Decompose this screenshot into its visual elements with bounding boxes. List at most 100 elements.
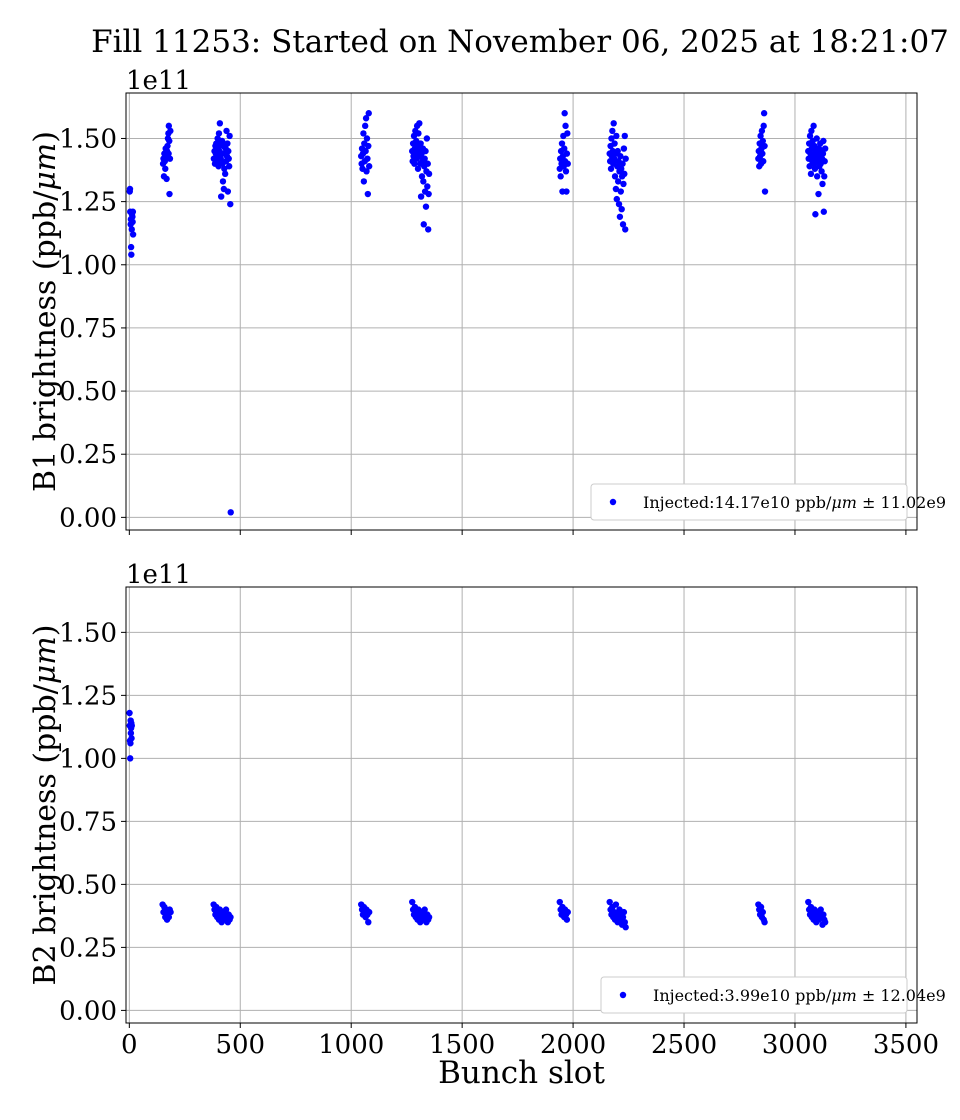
data-point bbox=[620, 145, 628, 152]
data-point bbox=[362, 115, 370, 122]
data-point bbox=[617, 152, 624, 160]
data-point bbox=[128, 735, 135, 742]
data-point bbox=[564, 130, 571, 137]
data-point bbox=[167, 127, 174, 135]
data-point bbox=[165, 122, 173, 130]
data-point bbox=[613, 195, 620, 203]
data-point bbox=[216, 120, 224, 127]
data-point bbox=[821, 158, 828, 165]
data-point bbox=[819, 150, 827, 157]
x-tick-label: 2000 bbox=[540, 1030, 606, 1060]
data-point bbox=[805, 898, 812, 906]
y-tick-label: 0.00 bbox=[59, 503, 117, 533]
data-point bbox=[365, 908, 373, 916]
data-point bbox=[129, 231, 137, 238]
y-tick-label: 0.25 bbox=[59, 440, 117, 470]
data-point bbox=[614, 147, 621, 155]
data-point bbox=[223, 127, 230, 135]
data-point bbox=[757, 132, 764, 140]
y-tick-label: 1.00 bbox=[59, 744, 117, 774]
legend: Injected:14.17e10 ppb/μm ± 11.02e9 bbox=[590, 483, 946, 521]
data-point bbox=[810, 122, 817, 130]
data-point bbox=[365, 110, 372, 117]
x-tick-label: 0 bbox=[121, 1030, 138, 1060]
y-tick-label: 1.25 bbox=[59, 188, 117, 218]
data-point bbox=[813, 173, 821, 180]
data-point bbox=[621, 132, 628, 140]
data-point bbox=[424, 160, 431, 167]
plot-frame bbox=[125, 92, 918, 531]
data-point bbox=[610, 120, 617, 127]
legend: Injected:3.99e10 ppb/μm ± 12.04e9 bbox=[600, 976, 946, 1014]
data-point bbox=[557, 173, 564, 180]
legend-label: Injected:3.99e10 ppb/μm ± 12.04e9 bbox=[653, 986, 946, 1005]
data-point bbox=[225, 147, 232, 155]
data-point bbox=[761, 188, 769, 195]
data-point bbox=[167, 908, 174, 916]
top-panel: 0.00 0.25 0.50 0.75 1.00 1.25 1.50 1e11 B1 brigh… bbox=[28, 66, 946, 535]
data-point bbox=[417, 193, 425, 200]
data-point bbox=[622, 226, 629, 233]
legend-label: Injected:14.17e10 ppb/μm ± 11.02e9 bbox=[643, 493, 946, 512]
data-point bbox=[614, 178, 622, 185]
data-point bbox=[421, 155, 428, 162]
data-point bbox=[613, 132, 620, 140]
x-tick-label: 2500 bbox=[651, 1030, 717, 1060]
data-point bbox=[760, 158, 767, 165]
y-tick-label: 0.00 bbox=[59, 996, 117, 1026]
data-point bbox=[758, 127, 766, 135]
data-point bbox=[761, 918, 768, 926]
data-point bbox=[606, 898, 613, 906]
data-point bbox=[224, 188, 232, 195]
data-point bbox=[815, 190, 822, 198]
data-point bbox=[128, 226, 135, 233]
data-point bbox=[360, 130, 367, 137]
data-point bbox=[421, 906, 428, 913]
data-point bbox=[416, 120, 423, 127]
data-point bbox=[411, 160, 418, 167]
y-axis-label-text: B2 brightness (ppb/ bbox=[28, 683, 63, 985]
data-point bbox=[166, 155, 174, 162]
data-point bbox=[821, 145, 829, 152]
data-point bbox=[611, 140, 618, 147]
data-point bbox=[612, 901, 620, 908]
x-axis-label: Bunch slot bbox=[438, 1055, 605, 1091]
data-point bbox=[760, 110, 768, 117]
data-point bbox=[415, 130, 422, 137]
x-tick-label: 3500 bbox=[873, 1030, 939, 1060]
y-tick-label: 1.25 bbox=[59, 681, 117, 711]
data-point bbox=[365, 142, 372, 150]
data-point bbox=[224, 140, 231, 147]
data-point bbox=[364, 190, 372, 198]
data-point bbox=[166, 190, 173, 198]
data-point bbox=[812, 211, 819, 218]
data-point bbox=[129, 218, 136, 226]
legend-label-text: Injected:14.17e10 ppb/ bbox=[643, 493, 832, 512]
data-point bbox=[607, 165, 615, 172]
data-point bbox=[218, 137, 226, 145]
y-offset-text: 1e11 bbox=[126, 66, 191, 96]
data-point bbox=[164, 142, 171, 150]
data-point bbox=[820, 137, 827, 145]
y-axis-label-unit: μm bbox=[28, 143, 63, 191]
data-point bbox=[622, 924, 629, 931]
data-point bbox=[126, 709, 133, 717]
x-tick-label: 1500 bbox=[429, 1030, 495, 1060]
data-point bbox=[821, 173, 828, 180]
y-axis-label-close: ) bbox=[28, 625, 63, 637]
y-tick-label: 0.75 bbox=[59, 807, 117, 837]
data-point bbox=[424, 226, 432, 233]
data-point bbox=[226, 132, 233, 140]
data-point bbox=[820, 208, 828, 215]
bottom-panel: 0 500 1000 1500 2000 2500 3000 3500 0.00 0.25 0.50… bbox=[28, 560, 946, 1091]
data-point bbox=[225, 155, 232, 162]
data-point bbox=[414, 165, 422, 172]
data-point bbox=[127, 755, 134, 762]
data-point bbox=[364, 155, 371, 162]
data-point bbox=[618, 165, 625, 172]
data-point bbox=[564, 160, 571, 167]
data-point bbox=[558, 140, 566, 147]
data-point bbox=[161, 158, 169, 165]
data-point bbox=[757, 903, 765, 911]
